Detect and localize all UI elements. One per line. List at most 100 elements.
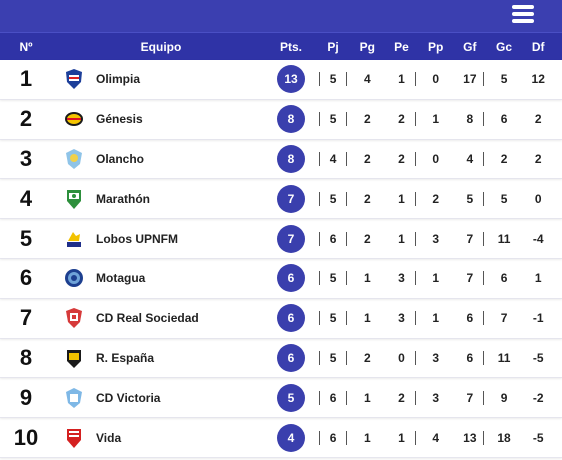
stat-goals-against: 11 bbox=[487, 232, 521, 246]
points-cell: 6 bbox=[266, 304, 316, 333]
olimpia-crest-icon bbox=[52, 68, 96, 90]
column-divider bbox=[414, 271, 416, 286]
stat-goal-difference: 2 bbox=[521, 152, 555, 166]
stat-value: 17 bbox=[463, 72, 477, 87]
stat-value: -5 bbox=[532, 350, 544, 365]
column-divider bbox=[482, 271, 484, 286]
stat-goal-difference: 0 bbox=[521, 192, 555, 206]
stat-lost: 3 bbox=[419, 351, 453, 365]
column-divider bbox=[414, 151, 416, 166]
table-row[interactable]: 4 Marathón 7 5 2 1 2 5 5 0 bbox=[0, 179, 562, 220]
stat-drawn: 2 bbox=[384, 112, 418, 127]
stat-value: 2 bbox=[363, 191, 371, 206]
column-divider bbox=[319, 151, 320, 166]
stat-won: 1 bbox=[350, 391, 384, 405]
stat-won: 1 bbox=[350, 271, 384, 285]
stat-goals-for: 7 bbox=[453, 271, 487, 286]
stat-lost: 1 bbox=[419, 112, 453, 126]
team-name[interactable]: Motagua bbox=[96, 271, 146, 286]
points-cell: 7 bbox=[266, 224, 316, 253]
column-divider bbox=[346, 390, 348, 405]
standings-header: Nº Equipo Pts. Pj Pg Pe Pp Gf Gc Df bbox=[0, 32, 562, 60]
stat-value: 0 bbox=[534, 191, 542, 206]
points-badge: 13 bbox=[277, 65, 305, 94]
team-name[interactable]: Vida bbox=[96, 430, 122, 445]
standings-table: 1 Olimpia 13 5 4 1 0 17 5 12 2 Génesis 8 5 2 2 1 8 6 2 3 Olan… bbox=[0, 60, 562, 458]
column-divider bbox=[482, 311, 484, 326]
stat-value: 2 bbox=[363, 151, 371, 166]
team-name[interactable]: CD Victoria bbox=[96, 390, 161, 405]
stat-played: 5 bbox=[316, 311, 350, 326]
stat-value: 9 bbox=[500, 390, 508, 405]
column-divider bbox=[346, 231, 348, 246]
stat-goals-against: 11 bbox=[487, 351, 521, 365]
top-bar bbox=[0, 0, 562, 32]
team-name[interactable]: Olancho bbox=[96, 151, 145, 166]
stat-value: 1 bbox=[432, 112, 439, 127]
stat-drawn: 1 bbox=[384, 430, 418, 445]
stat-drawn: 3 bbox=[384, 311, 418, 326]
table-row[interactable]: 9 CD Victoria 5 6 1 2 3 7 9 -2 bbox=[0, 378, 562, 419]
points-badge: 6 bbox=[277, 264, 305, 293]
stat-goals-against: 7 bbox=[487, 311, 521, 325]
table-row[interactable]: 6 Motagua 6 5 1 3 1 7 6 1 bbox=[0, 259, 562, 299]
points-cell: 4 bbox=[266, 423, 316, 452]
points-badge: 8 bbox=[277, 144, 305, 173]
table-row[interactable]: 3 Olancho 8 4 2 2 0 4 2 2 bbox=[0, 140, 562, 180]
table-row[interactable]: 1 Olimpia 13 5 4 1 0 17 5 12 bbox=[0, 60, 562, 100]
stat-value: 0 bbox=[398, 350, 405, 365]
stat-won: 2 bbox=[350, 152, 384, 166]
column-divider bbox=[346, 72, 348, 87]
column-divider bbox=[346, 430, 348, 445]
table-row[interactable]: 8 R. España 6 5 2 0 3 6 11 -5 bbox=[0, 339, 562, 379]
stat-goal-difference: 2 bbox=[521, 112, 555, 126]
team-name[interactable]: Génesis bbox=[96, 112, 143, 127]
team-name[interactable]: R. España bbox=[96, 350, 155, 365]
stat-goals-for: 4 bbox=[453, 151, 487, 166]
column-divider bbox=[414, 231, 416, 246]
row-position: 2 bbox=[19, 106, 33, 132]
row-position: 8 bbox=[19, 344, 33, 370]
column-divider bbox=[482, 390, 484, 405]
team-name[interactable]: Olimpia bbox=[96, 72, 141, 87]
column-divider bbox=[319, 72, 320, 87]
stat-value: 8 bbox=[466, 112, 474, 127]
stat-played: 5 bbox=[316, 112, 350, 127]
stat-goals-for: 6 bbox=[453, 350, 487, 365]
header-team: Equipo bbox=[140, 39, 182, 54]
stat-value: 2 bbox=[363, 231, 371, 246]
column-divider bbox=[346, 112, 348, 127]
stat-value: 6 bbox=[329, 430, 337, 445]
table-row[interactable]: 2 Génesis 8 5 2 2 1 8 6 2 bbox=[0, 100, 562, 140]
victoria-crest-icon bbox=[52, 387, 96, 409]
stat-drawn: 2 bbox=[384, 390, 418, 405]
team-name[interactable]: CD Real Sociedad bbox=[96, 311, 199, 326]
stat-played: 5 bbox=[316, 191, 350, 206]
stat-value: 5 bbox=[329, 311, 337, 326]
header-drawn: Pe bbox=[394, 39, 409, 54]
stat-value: 6 bbox=[466, 350, 474, 365]
stat-goals-against: 5 bbox=[487, 72, 521, 86]
stat-value: 1 bbox=[363, 271, 371, 286]
column-divider bbox=[414, 311, 416, 326]
stat-won: 4 bbox=[350, 72, 384, 86]
table-row[interactable]: 7 CD Real Sociedad 6 5 1 3 1 6 7 -1 bbox=[0, 299, 562, 339]
row-position: 7 bbox=[19, 305, 33, 331]
stat-value: 3 bbox=[398, 311, 405, 326]
stat-lost: 3 bbox=[419, 232, 453, 246]
stat-goal-difference: 12 bbox=[521, 72, 555, 86]
table-row[interactable]: 10 Vida 4 6 1 1 4 13 18 -5 bbox=[0, 418, 562, 458]
table-row[interactable]: 5 Lobos UPNFM 7 6 2 1 3 7 11 -4 bbox=[0, 219, 562, 259]
stat-goals-against: 5 bbox=[487, 192, 521, 206]
points-badge: 7 bbox=[277, 224, 305, 253]
stat-value: 3 bbox=[398, 271, 405, 286]
team-name[interactable]: Marathón bbox=[96, 191, 150, 206]
stat-lost: 1 bbox=[419, 311, 453, 325]
stat-goal-difference: -1 bbox=[521, 311, 555, 325]
hamburger-menu-icon[interactable] bbox=[512, 5, 534, 23]
stat-value: 1 bbox=[398, 191, 405, 206]
stat-drawn: 0 bbox=[384, 350, 418, 365]
stat-goals-against: 9 bbox=[487, 391, 521, 405]
team-name[interactable]: Lobos UPNFM bbox=[96, 231, 178, 246]
stat-goals-for: 7 bbox=[453, 231, 487, 246]
